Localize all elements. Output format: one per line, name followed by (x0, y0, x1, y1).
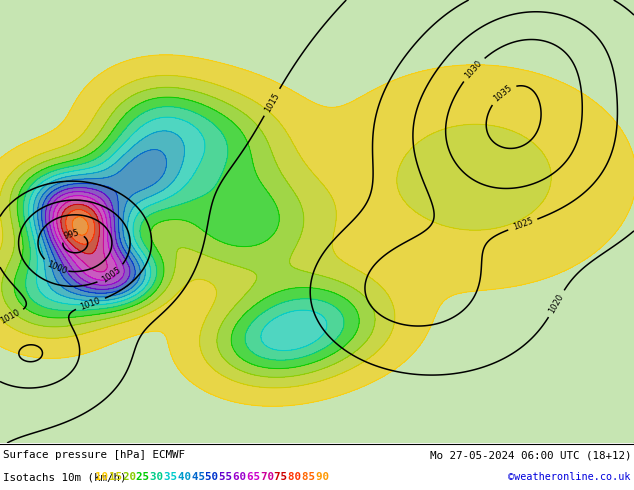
Text: 50: 50 (205, 472, 225, 482)
Text: 90: 90 (316, 472, 335, 482)
Text: Isotachs 10m (km/h): Isotachs 10m (km/h) (3, 472, 127, 482)
Text: 10: 10 (95, 472, 115, 482)
Text: 15: 15 (109, 472, 128, 482)
Text: 995: 995 (63, 228, 81, 241)
Text: 20: 20 (122, 472, 142, 482)
Text: 70: 70 (261, 472, 280, 482)
Text: 80: 80 (288, 472, 307, 482)
Text: 1005: 1005 (100, 265, 122, 285)
Text: 40: 40 (178, 472, 197, 482)
Text: 1000: 1000 (46, 260, 68, 276)
Text: 35: 35 (164, 472, 183, 482)
Text: 25: 25 (136, 472, 156, 482)
Text: 55: 55 (219, 472, 238, 482)
Text: 1010: 1010 (79, 296, 102, 312)
Text: ©weatheronline.co.uk: ©weatheronline.co.uk (508, 472, 631, 482)
Text: 75: 75 (275, 472, 294, 482)
Text: Mo 27-05-2024 06:00 UTC (18+12): Mo 27-05-2024 06:00 UTC (18+12) (429, 450, 631, 460)
Text: 1025: 1025 (512, 217, 534, 232)
Text: 60: 60 (233, 472, 252, 482)
Text: 1010: 1010 (0, 308, 21, 326)
Text: Surface pressure [hPa] ECMWF: Surface pressure [hPa] ECMWF (3, 450, 185, 460)
Text: 30: 30 (150, 472, 170, 482)
Text: 1015: 1015 (262, 91, 281, 114)
Text: 1035: 1035 (491, 83, 514, 103)
Text: 85: 85 (302, 472, 321, 482)
Text: 65: 65 (247, 472, 266, 482)
Text: 45: 45 (191, 472, 211, 482)
Text: 1030: 1030 (463, 58, 484, 80)
Text: 1020: 1020 (547, 293, 566, 315)
